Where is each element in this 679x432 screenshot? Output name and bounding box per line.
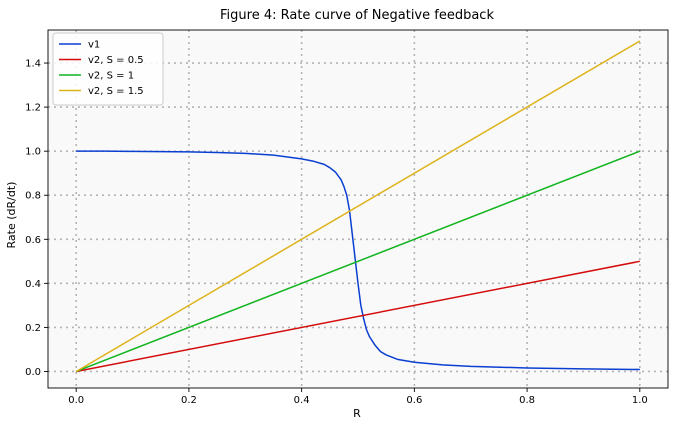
plot-area: 0.0 0.2 0.4 0.6 0.8 1.0 0.0 0.2 0.4 0.6 0.8 1.0 1.2 1… xyxy=(25,29,669,406)
y-tick-label: 1.4 xyxy=(25,59,41,70)
y-axis-label: Rate (dR/dt) xyxy=(5,182,18,249)
series-line-3 xyxy=(75,40,641,373)
legend-label-1: v2, S = 0.5 xyxy=(88,55,144,66)
x-tick-label: 0.4 xyxy=(294,395,310,406)
legend-label-0: v1 xyxy=(88,40,100,51)
x-tick-label: 0.6 xyxy=(406,395,422,406)
y-tick-label: 0.6 xyxy=(25,235,41,246)
x-axis-label: R xyxy=(353,407,361,420)
series-line-0 xyxy=(76,150,640,371)
y-tick-label: 0.2 xyxy=(25,323,41,334)
series-line-2 xyxy=(75,150,641,373)
chart-title: Figure 4: Rate curve of Negative feedbac… xyxy=(220,8,494,23)
y-tick-label: 1.2 xyxy=(25,103,41,114)
x-tick-label: 0.0 xyxy=(68,395,84,406)
plot-frame xyxy=(47,29,669,389)
y-tick-label: 1.0 xyxy=(25,147,41,158)
series-line-1 xyxy=(76,260,640,373)
x-tick-label: 1.0 xyxy=(632,395,648,406)
y-tick-label: 0.0 xyxy=(25,367,41,378)
y-tick-label: 0.4 xyxy=(25,279,41,290)
x-tick-label: 0.2 xyxy=(181,395,197,406)
x-tick-label: 0.8 xyxy=(519,395,535,406)
legend-label-3: v2, S = 1.5 xyxy=(88,86,144,97)
y-tick-label: 0.8 xyxy=(25,191,41,202)
legend xyxy=(52,32,164,106)
legend-label-2: v2, S = 1 xyxy=(88,71,134,82)
